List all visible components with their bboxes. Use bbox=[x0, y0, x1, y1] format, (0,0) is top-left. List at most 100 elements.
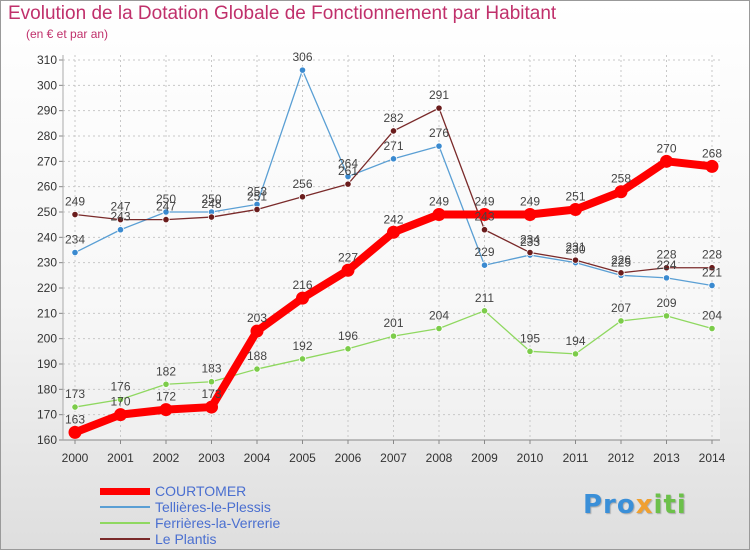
legend-swatch bbox=[100, 522, 150, 524]
data-label-courtomer: 163 bbox=[65, 412, 85, 426]
data-label-le-plantis: 228 bbox=[702, 248, 722, 262]
data-label-ferrieres-la-verrerie: 194 bbox=[565, 334, 585, 348]
x-tick-label: 2014 bbox=[699, 451, 726, 465]
chart-subtitle: (en € et par an) bbox=[26, 27, 109, 41]
data-point-tellieres-le-plessis bbox=[708, 281, 716, 290]
data-label-le-plantis: 256 bbox=[292, 177, 312, 191]
data-label-courtomer: 203 bbox=[247, 311, 267, 325]
data-point-le-plantis bbox=[207, 213, 216, 221]
data-point-le-plantis bbox=[162, 216, 170, 224]
data-label-tellieres-le-plessis: 250 bbox=[201, 192, 221, 206]
data-point-ferrieres-la-verrerie bbox=[71, 403, 79, 411]
data-point-tellieres-le-plessis bbox=[662, 274, 671, 282]
legend-item-tellieres-le-plessis: Tellières-le-Plessis bbox=[100, 499, 280, 515]
data-point-courtomer bbox=[250, 324, 264, 338]
data-label-ferrieres-la-verrerie: 196 bbox=[338, 329, 358, 343]
y-tick-label: 230 bbox=[37, 256, 57, 270]
data-label-tellieres-le-plessis: 250 bbox=[156, 192, 176, 206]
data-point-le-plantis bbox=[253, 205, 261, 214]
data-point-le-plantis bbox=[71, 210, 79, 219]
data-label-ferrieres-la-verrerie: 195 bbox=[520, 331, 540, 345]
x-tick-label: 2002 bbox=[153, 451, 180, 465]
data-label-le-plantis: 249 bbox=[65, 195, 85, 209]
legend-label: Ferrières-la-Verrerie bbox=[155, 515, 281, 531]
data-point-tellieres-le-plessis bbox=[389, 155, 398, 163]
data-point-ferrieres-la-verrerie bbox=[571, 350, 580, 358]
data-label-ferrieres-la-verrerie: 183 bbox=[201, 362, 221, 376]
data-label-courtomer: 173 bbox=[201, 387, 221, 401]
data-label-tellieres-le-plessis: 271 bbox=[383, 139, 403, 153]
y-tick-label: 280 bbox=[37, 129, 57, 143]
data-label-le-plantis: 282 bbox=[383, 111, 403, 125]
data-point-courtomer bbox=[205, 400, 218, 414]
data-label-le-plantis: 247 bbox=[156, 200, 176, 214]
legend-label: Le Plantis bbox=[155, 531, 217, 547]
data-label-courtomer: 249 bbox=[520, 195, 540, 209]
data-label-courtomer: 258 bbox=[611, 172, 631, 186]
x-tick-label: 2012 bbox=[608, 451, 635, 465]
y-tick-label: 210 bbox=[37, 306, 57, 320]
data-point-ferrieres-la-verrerie bbox=[116, 395, 125, 404]
y-tick-label: 170 bbox=[37, 408, 57, 422]
data-label-courtomer: 270 bbox=[656, 141, 676, 155]
data-label-courtomer: 216 bbox=[292, 278, 312, 292]
data-point-le-plantis bbox=[116, 216, 125, 224]
data-label-ferrieres-la-verrerie: 182 bbox=[156, 364, 176, 378]
y-tick-label: 260 bbox=[37, 180, 57, 194]
x-tick-label: 2010 bbox=[517, 451, 544, 465]
x-tick-label: 2013 bbox=[653, 451, 680, 465]
data-point-tellieres-le-plessis bbox=[116, 226, 125, 234]
data-label-ferrieres-la-verrerie: 176 bbox=[110, 379, 130, 393]
y-tick-label: 200 bbox=[37, 332, 57, 346]
data-point-le-plantis bbox=[526, 248, 534, 257]
proxiti-logo: Proxiti bbox=[583, 490, 687, 520]
data-label-courtomer: 249 bbox=[474, 195, 494, 209]
data-label-le-plantis: 243 bbox=[474, 210, 494, 224]
data-point-ferrieres-la-verrerie bbox=[708, 324, 716, 333]
data-label-le-plantis: 234 bbox=[520, 233, 540, 247]
data-point-ferrieres-la-verrerie bbox=[344, 345, 352, 353]
data-point-courtomer bbox=[114, 408, 127, 422]
data-point-le-plantis bbox=[571, 256, 580, 264]
data-label-courtomer: 170 bbox=[110, 395, 130, 409]
data-point-tellieres-le-plessis bbox=[298, 66, 307, 74]
data-label-ferrieres-la-verrerie: 188 bbox=[247, 349, 267, 363]
data-label-tellieres-le-plessis: 230 bbox=[565, 243, 585, 257]
x-tick-label: 2008 bbox=[426, 451, 453, 465]
data-point-ferrieres-la-verrerie bbox=[435, 324, 443, 333]
data-point-ferrieres-la-verrerie bbox=[207, 378, 216, 386]
data-label-ferrieres-la-verrerie: 209 bbox=[656, 296, 676, 310]
y-tick-label: 270 bbox=[37, 154, 57, 168]
x-tick-label: 2009 bbox=[471, 451, 498, 465]
data-label-ferrieres-la-verrerie: 204 bbox=[702, 309, 722, 323]
x-tick-label: 2007 bbox=[380, 451, 407, 465]
y-tick-label: 300 bbox=[37, 78, 57, 92]
data-label-courtomer: 251 bbox=[565, 189, 585, 203]
data-label-le-plantis: 261 bbox=[338, 164, 358, 178]
data-point-courtomer bbox=[341, 263, 355, 277]
data-point-ferrieres-la-verrerie bbox=[162, 380, 170, 388]
data-label-ferrieres-la-verrerie: 204 bbox=[429, 309, 449, 323]
y-tick-label: 310 bbox=[37, 53, 57, 67]
logo-text-part-1: Pro bbox=[583, 490, 636, 520]
data-point-courtomer bbox=[296, 291, 309, 305]
data-label-tellieres-le-plessis: 253 bbox=[247, 184, 267, 198]
data-point-le-plantis bbox=[435, 104, 443, 112]
legend-item-courtomer: COURTOMER bbox=[100, 483, 280, 499]
x-tick-label: 2011 bbox=[563, 451, 589, 465]
y-tick-label: 240 bbox=[37, 230, 57, 244]
data-point-le-plantis bbox=[344, 180, 352, 188]
chart-legend: COURTOMER Tellières-le-Plessis Ferrières-l… bbox=[100, 483, 280, 547]
data-point-le-plantis bbox=[708, 264, 716, 272]
data-point-courtomer bbox=[705, 159, 719, 173]
y-tick-label: 290 bbox=[37, 104, 57, 118]
data-point-ferrieres-la-verrerie bbox=[389, 332, 398, 340]
y-tick-label: 250 bbox=[37, 205, 57, 219]
data-label-le-plantis: 291 bbox=[429, 88, 449, 102]
data-label-courtomer: 268 bbox=[702, 146, 722, 160]
data-point-courtomer bbox=[68, 425, 82, 439]
data-label-tellieres-le-plessis: 221 bbox=[702, 265, 722, 279]
data-point-ferrieres-la-verrerie bbox=[662, 312, 671, 320]
data-label-ferrieres-la-verrerie: 173 bbox=[65, 387, 85, 401]
data-label-courtomer: 249 bbox=[429, 195, 449, 209]
